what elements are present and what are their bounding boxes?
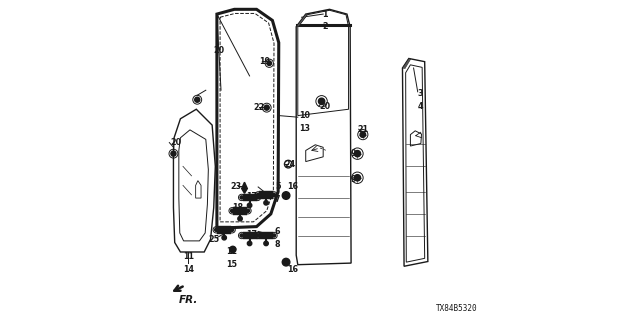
Circle shape [195, 97, 200, 102]
Text: 8: 8 [275, 240, 280, 249]
Circle shape [246, 209, 250, 212]
Text: 16: 16 [287, 265, 299, 274]
Polygon shape [242, 182, 247, 193]
Text: 11: 11 [183, 252, 194, 261]
Bar [233, 207, 247, 215]
Text: 6: 6 [275, 227, 280, 236]
Bar [259, 191, 273, 199]
Circle shape [222, 236, 227, 240]
Circle shape [230, 209, 234, 212]
Circle shape [273, 193, 276, 196]
Circle shape [264, 105, 269, 110]
Circle shape [355, 150, 360, 157]
Text: 12: 12 [227, 247, 237, 257]
Circle shape [230, 228, 234, 231]
Text: 9: 9 [351, 174, 356, 184]
Text: 23: 23 [230, 182, 242, 191]
Circle shape [264, 241, 268, 246]
Text: 18: 18 [232, 203, 243, 212]
Circle shape [171, 151, 176, 156]
Text: 7: 7 [275, 195, 280, 204]
Text: 3: 3 [418, 89, 423, 98]
Text: 16: 16 [287, 182, 299, 191]
Circle shape [319, 98, 324, 105]
Text: 25: 25 [209, 235, 220, 244]
Text: 17: 17 [246, 192, 257, 201]
Circle shape [247, 241, 252, 246]
Circle shape [267, 61, 271, 66]
Circle shape [214, 228, 218, 231]
Circle shape [257, 234, 260, 237]
Bar [243, 194, 257, 201]
Text: 1: 1 [323, 10, 328, 19]
Text: 14: 14 [183, 265, 194, 274]
Text: 20: 20 [214, 46, 225, 55]
Circle shape [282, 192, 290, 199]
Text: 20: 20 [319, 101, 330, 111]
Text: FR.: FR. [179, 295, 198, 305]
Polygon shape [403, 59, 411, 69]
Circle shape [360, 132, 365, 137]
Circle shape [240, 196, 243, 199]
Text: 9: 9 [351, 149, 356, 158]
Bar [217, 226, 231, 234]
Text: 19: 19 [259, 57, 270, 66]
Text: 17: 17 [246, 230, 257, 239]
Polygon shape [296, 14, 307, 27]
Text: TX84B5320: TX84B5320 [435, 304, 477, 313]
Text: 22: 22 [253, 103, 264, 112]
Circle shape [282, 258, 290, 266]
Text: 13: 13 [300, 124, 310, 133]
Circle shape [355, 175, 360, 181]
Bar [259, 232, 273, 239]
Text: 5: 5 [275, 182, 280, 191]
Text: 15: 15 [227, 260, 237, 269]
Bar [243, 232, 257, 239]
Circle shape [230, 246, 236, 252]
Text: 21: 21 [357, 125, 369, 134]
Text: 10: 10 [300, 111, 310, 120]
Circle shape [256, 234, 259, 237]
Circle shape [257, 193, 260, 196]
Circle shape [256, 196, 259, 199]
Text: 4: 4 [418, 101, 423, 111]
Circle shape [247, 203, 252, 208]
Circle shape [264, 201, 268, 205]
Text: 2: 2 [323, 22, 328, 31]
Text: 24: 24 [284, 160, 296, 169]
Circle shape [273, 234, 276, 237]
Text: 20: 20 [170, 138, 181, 147]
Circle shape [238, 216, 243, 221]
Circle shape [240, 234, 243, 237]
